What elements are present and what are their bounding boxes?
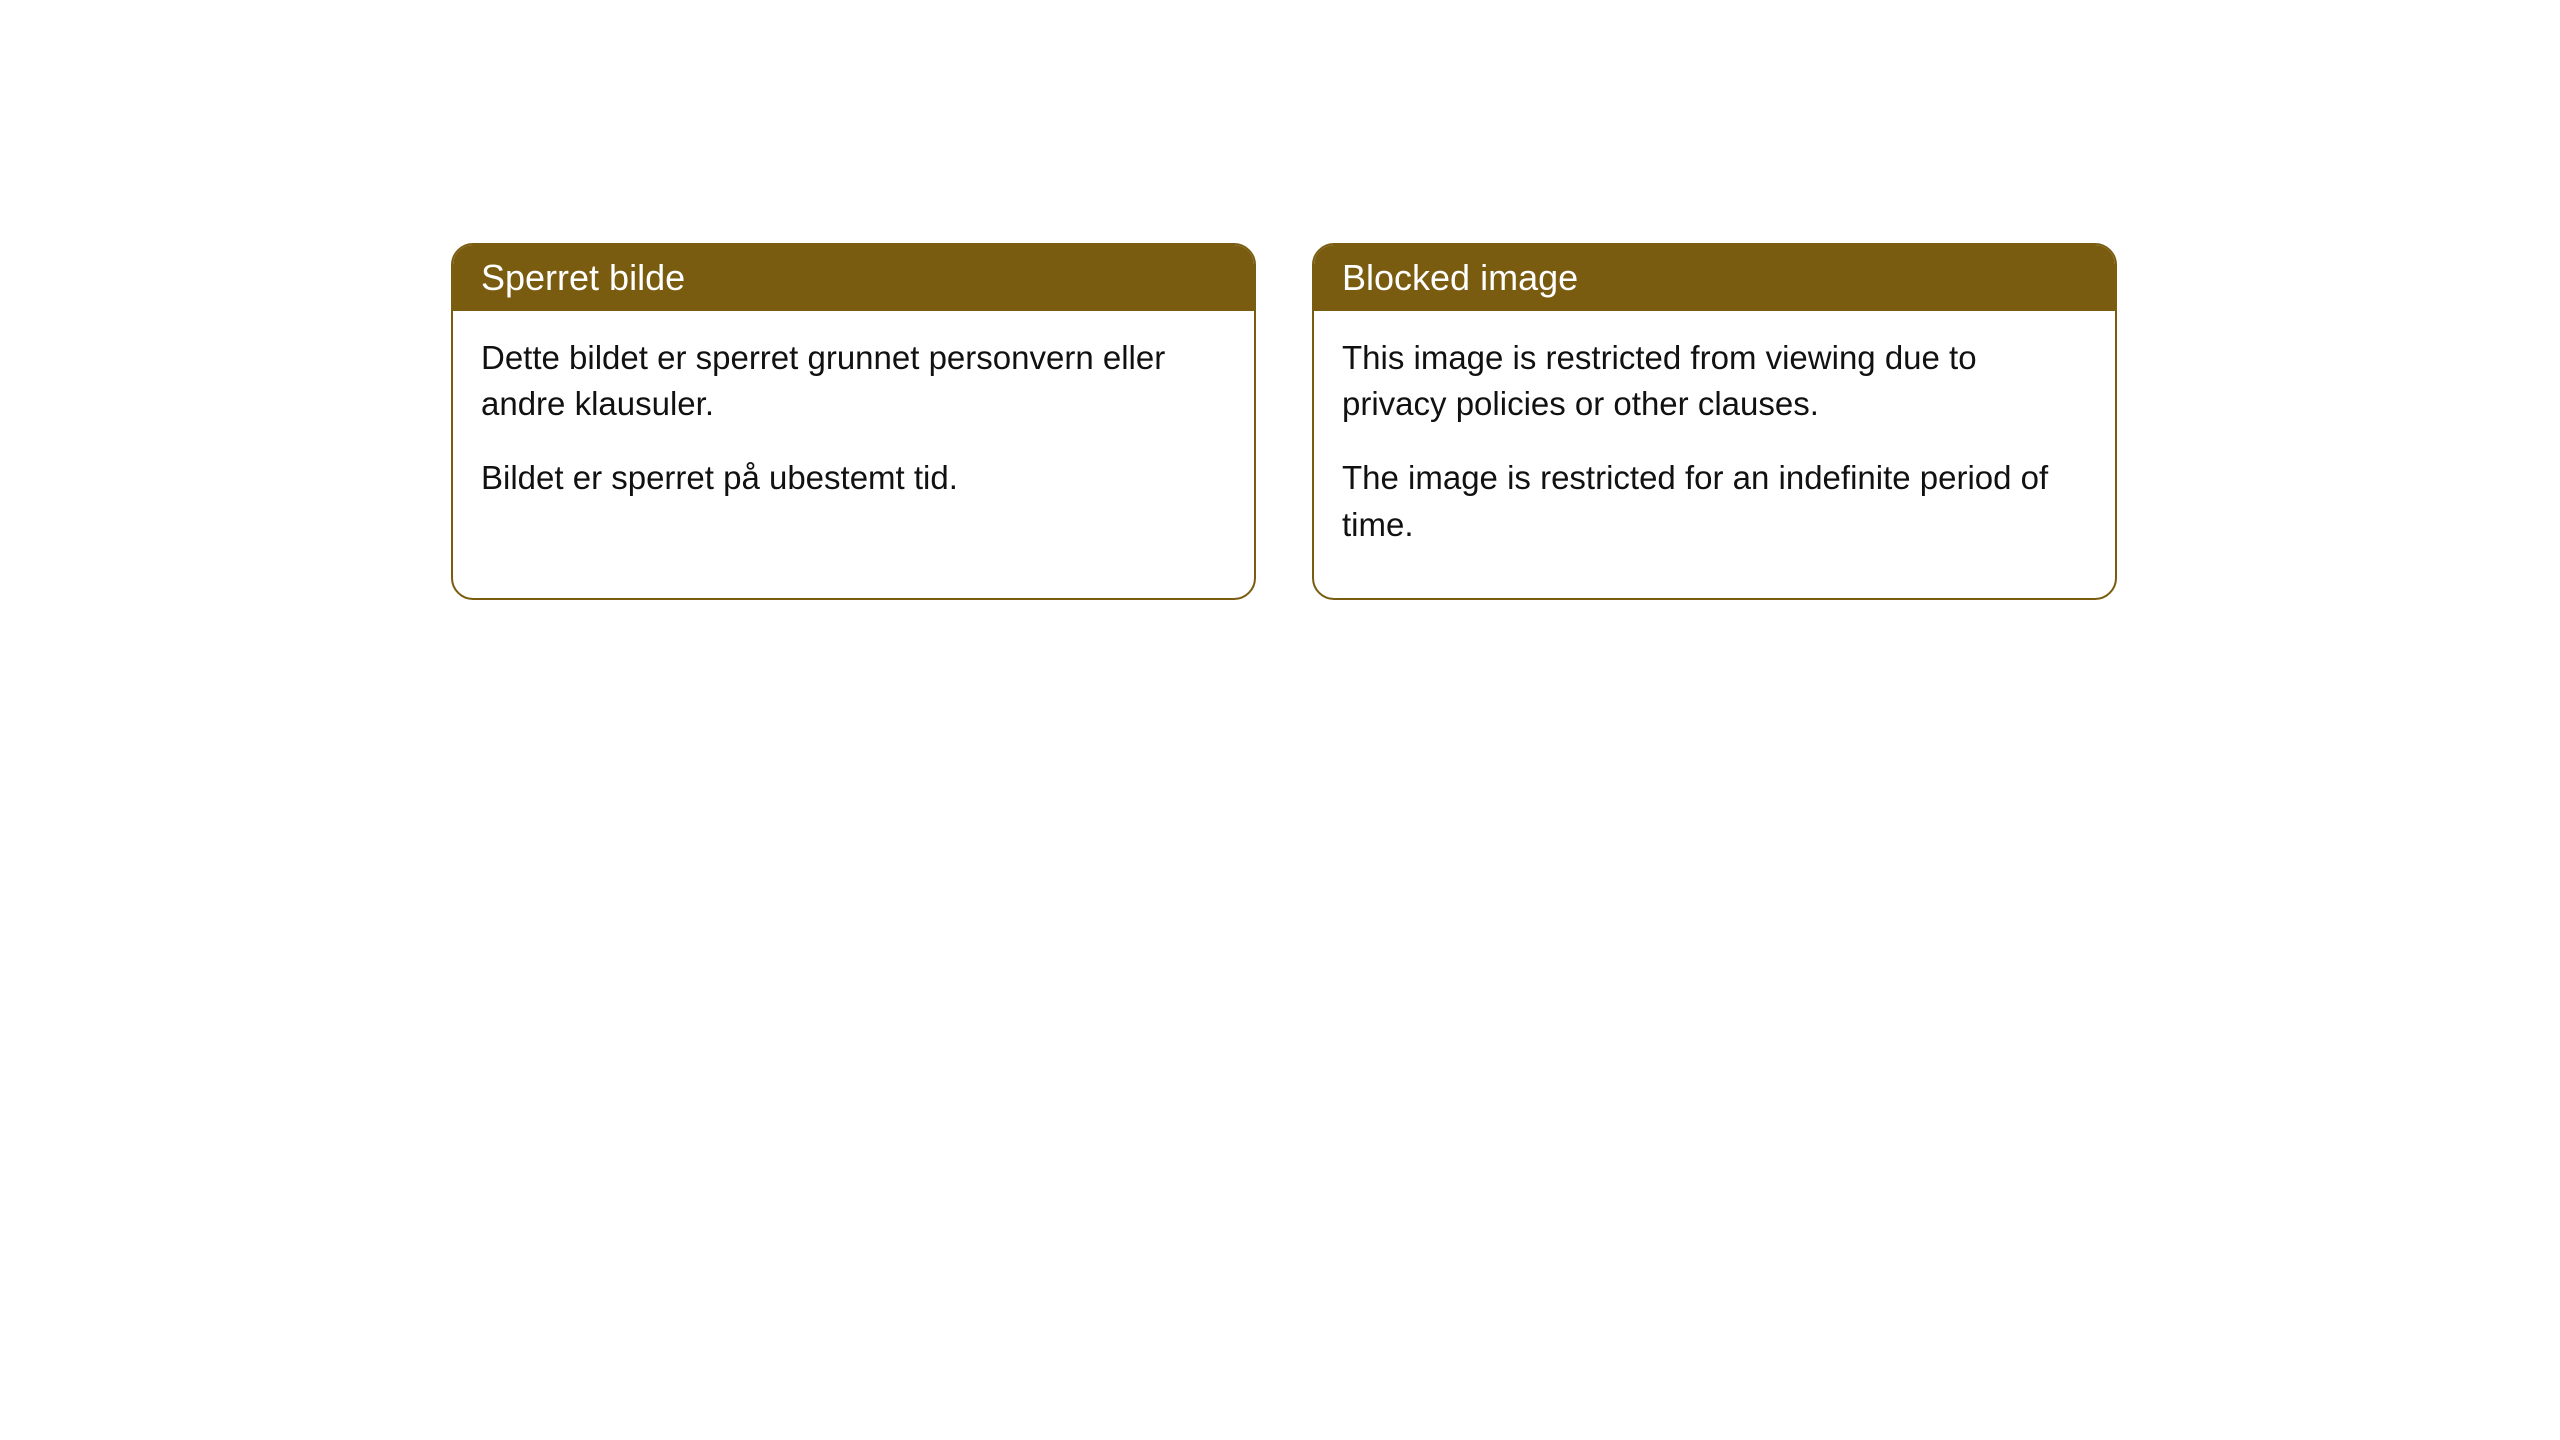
notice-card-english: Blocked image This image is restricted f… [1312,243,2117,600]
card-paragraph-1: Dette bildet er sperret grunnet personve… [481,335,1226,427]
card-title: Blocked image [1342,257,1578,298]
card-paragraph-2: Bildet er sperret på ubestemt tid. [481,455,1226,501]
notice-card-norwegian: Sperret bilde Dette bildet er sperret gr… [451,243,1256,600]
card-header-norwegian: Sperret bilde [453,245,1254,311]
card-body-norwegian: Dette bildet er sperret grunnet personve… [453,311,1254,552]
notice-cards-container: Sperret bilde Dette bildet er sperret gr… [451,243,2117,600]
card-body-english: This image is restricted from viewing du… [1314,311,2115,598]
card-title: Sperret bilde [481,257,685,298]
card-paragraph-1: This image is restricted from viewing du… [1342,335,2087,427]
card-header-english: Blocked image [1314,245,2115,311]
card-paragraph-2: The image is restricted for an indefinit… [1342,455,2087,547]
